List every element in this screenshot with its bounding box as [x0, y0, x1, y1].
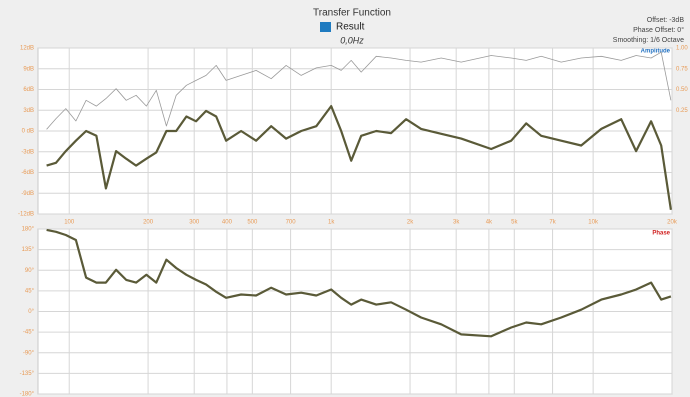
y2-tick-label: 0.50: [676, 87, 688, 93]
x-tick-label: 2k: [407, 220, 414, 226]
y-tick-label: 12dB: [20, 46, 34, 52]
x-tick-label: 100: [64, 220, 75, 226]
y-tick-label: 180°: [22, 227, 35, 233]
x-tick-label: 4k: [486, 220, 493, 226]
x-tick-label: 1k: [328, 220, 335, 226]
y-tick-label: -9dB: [21, 191, 34, 197]
coherence-line: [46, 51, 672, 130]
x-tick-label: 500: [247, 220, 258, 226]
x-tick-label: 7k: [549, 220, 556, 226]
y-tick-label: -12dB: [18, 212, 34, 218]
y-tick-label: -6dB: [21, 170, 34, 176]
y-tick-label: -3dB: [21, 149, 34, 155]
chart-title: Transfer Function: [313, 8, 391, 19]
annotation: Offset: -3dB: [647, 17, 685, 24]
x-tick-label: 200: [143, 220, 154, 226]
legend-swatch: [320, 22, 331, 32]
y-tick-label: 9dB: [23, 66, 34, 72]
y-tick-label: -135°: [20, 371, 35, 377]
panel-label: Phase: [652, 231, 670, 237]
x-tick-label: 700: [286, 220, 297, 226]
y-tick-label: 6dB: [23, 87, 34, 93]
x-tick-label: 400: [222, 220, 233, 226]
x-tick-label: 300: [189, 220, 200, 226]
y2-tick-label: 0.75: [676, 66, 688, 72]
x-tick-label: 5k: [511, 220, 518, 226]
y-tick-label: 90°: [25, 268, 35, 274]
y2-tick-label: 0.25: [676, 108, 688, 114]
annotation: Smoothing: 1/6 Octave: [613, 37, 684, 44]
y-tick-label: 0°: [28, 309, 34, 315]
y-tick-label: -180°: [20, 392, 35, 397]
y-tick-label: -90°: [23, 350, 35, 356]
y-tick-label: 3dB: [23, 108, 34, 114]
x-tick-label: 10k: [588, 220, 599, 226]
annotation: Phase Offset: 0°: [633, 26, 684, 34]
data-line: [46, 228, 672, 338]
x-tick-label: 3k: [453, 220, 460, 226]
panel-label: Amplitude: [641, 49, 671, 55]
x-tick-label: 20k: [667, 220, 678, 226]
y-tick-label: 0 dB: [22, 129, 34, 135]
subtitle: 0,0Hz: [340, 35, 364, 45]
y-tick-label: 45°: [25, 288, 35, 294]
y-tick-label: -45°: [23, 330, 35, 336]
legend-label: Result: [336, 22, 365, 33]
data-line: [46, 105, 672, 210]
y2-tick-label: 1.00: [676, 46, 688, 52]
y-tick-label: 135°: [22, 247, 35, 253]
